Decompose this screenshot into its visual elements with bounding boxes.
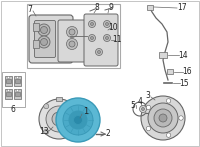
Circle shape <box>16 89 19 92</box>
Bar <box>14 89 21 99</box>
Bar <box>5 89 12 99</box>
Circle shape <box>38 24 50 36</box>
Bar <box>2 72 25 107</box>
Circle shape <box>66 39 78 50</box>
Circle shape <box>56 98 100 142</box>
FancyBboxPatch shape <box>84 14 118 66</box>
Bar <box>6 79 11 83</box>
Circle shape <box>69 129 74 134</box>
Circle shape <box>166 99 171 103</box>
Circle shape <box>74 116 83 125</box>
Circle shape <box>88 20 96 27</box>
Circle shape <box>40 26 48 34</box>
Bar <box>14 76 21 86</box>
Text: 1: 1 <box>83 107 89 117</box>
Circle shape <box>7 76 10 79</box>
FancyBboxPatch shape <box>35 20 56 57</box>
Circle shape <box>38 36 50 48</box>
Circle shape <box>146 105 151 110</box>
Text: 11: 11 <box>112 35 122 45</box>
Circle shape <box>7 89 10 92</box>
Circle shape <box>98 51 101 54</box>
Text: 15: 15 <box>179 78 189 87</box>
Text: 3: 3 <box>146 91 150 101</box>
Text: 5: 5 <box>131 101 135 110</box>
Circle shape <box>179 116 183 120</box>
Text: 14: 14 <box>178 51 188 60</box>
Circle shape <box>142 107 144 111</box>
Circle shape <box>96 49 102 56</box>
Text: 8: 8 <box>95 2 99 11</box>
Circle shape <box>166 133 171 137</box>
Circle shape <box>52 112 66 126</box>
Circle shape <box>159 114 167 122</box>
Text: 6: 6 <box>11 105 15 113</box>
Circle shape <box>106 36 108 40</box>
Circle shape <box>106 22 108 25</box>
Bar <box>5 76 12 86</box>
Text: 2: 2 <box>106 130 110 138</box>
Text: 4: 4 <box>138 96 142 106</box>
Circle shape <box>140 106 146 112</box>
FancyBboxPatch shape <box>29 15 73 63</box>
Circle shape <box>44 129 49 134</box>
Text: 13: 13 <box>39 127 49 137</box>
Bar <box>15 79 20 83</box>
Bar <box>6 92 11 96</box>
Text: 10: 10 <box>108 24 118 32</box>
Circle shape <box>90 36 94 40</box>
Circle shape <box>146 126 151 131</box>
Circle shape <box>69 111 87 129</box>
Circle shape <box>66 26 78 37</box>
Circle shape <box>104 35 110 41</box>
Circle shape <box>69 41 75 47</box>
Circle shape <box>148 103 178 133</box>
Circle shape <box>39 99 79 139</box>
Circle shape <box>16 76 19 79</box>
Text: 7: 7 <box>28 5 32 15</box>
Circle shape <box>104 20 110 27</box>
Bar <box>147 5 153 10</box>
FancyBboxPatch shape <box>58 20 88 62</box>
Bar <box>159 52 167 58</box>
Circle shape <box>90 22 94 25</box>
Bar <box>167 69 173 74</box>
Circle shape <box>141 96 185 140</box>
Circle shape <box>69 104 74 109</box>
Bar <box>15 92 20 96</box>
Text: 16: 16 <box>182 67 192 76</box>
Text: 9: 9 <box>109 2 113 11</box>
Circle shape <box>44 104 49 109</box>
Circle shape <box>46 106 72 132</box>
Bar <box>27 4 120 68</box>
Circle shape <box>40 39 48 46</box>
Text: 17: 17 <box>177 4 187 12</box>
Circle shape <box>88 35 96 41</box>
Bar <box>56 97 62 101</box>
Bar <box>33 23 39 31</box>
Bar <box>33 40 39 48</box>
Circle shape <box>63 105 93 135</box>
Circle shape <box>69 29 75 35</box>
Circle shape <box>154 109 172 127</box>
